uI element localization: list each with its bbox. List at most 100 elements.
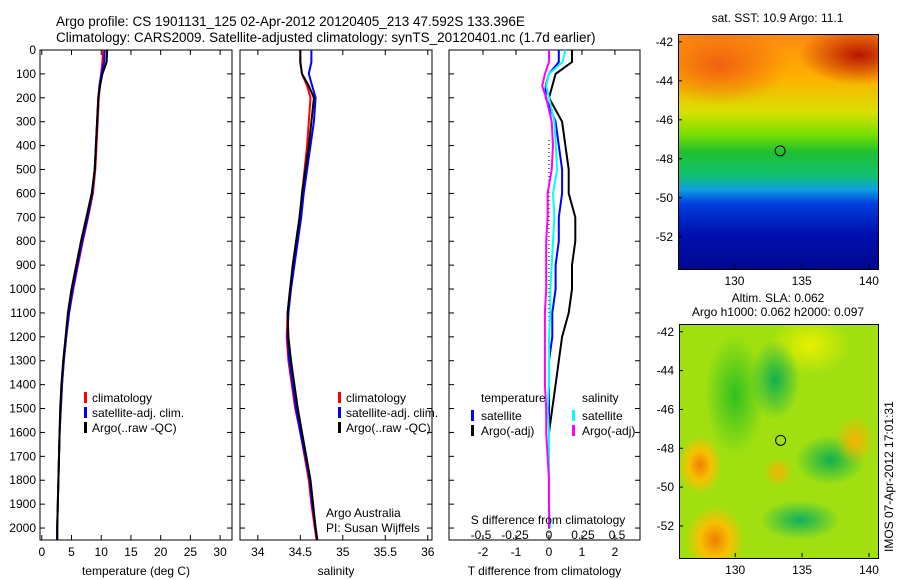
y-tick-label: 1500 [9, 402, 36, 416]
x-tick-label: 35.5 [374, 545, 398, 559]
s-tick-label: -0.25 [501, 528, 529, 542]
legend-label: satellite-adj. clim. [92, 406, 184, 420]
x-tick-label: 20 [154, 545, 168, 559]
map-y-tick-label: -46 [656, 113, 674, 127]
map-y-tick-label: -48 [657, 441, 675, 455]
y-tick-label: 500 [16, 163, 36, 177]
timestamp-footer: IMOS 07-Apr-2012 17:01:31 [882, 401, 896, 552]
legend-swatch [84, 422, 87, 433]
y-tick-label: 1000 [9, 282, 36, 296]
x-axis-label: temperature (deg C) [82, 564, 190, 578]
map-y-tick-label: -44 [657, 364, 675, 378]
y-tick-label: 1300 [9, 354, 36, 368]
s-tick-label: 0.5 [609, 528, 626, 542]
legend-swatch [338, 422, 341, 433]
x-tick-label: 35 [336, 545, 350, 559]
legend-label: climatology [92, 391, 152, 405]
legend-heading-temperature: temperature [481, 391, 546, 405]
y-tick-label: 1400 [9, 378, 36, 392]
x-axis-label: salinity [318, 564, 355, 578]
x-tick-label: -1 [511, 545, 522, 559]
panel-frame [39, 49, 233, 541]
x-tick-label: -2 [478, 545, 489, 559]
x-tick-label: 5 [68, 545, 75, 559]
legend-swatch [471, 425, 474, 436]
sst-map [678, 34, 879, 270]
legend-swatch [471, 410, 474, 421]
map-y-tick-label: -50 [657, 480, 675, 494]
y-tick-label: 100 [16, 67, 36, 81]
y-tick-label: 300 [16, 115, 36, 129]
y-tick-label: 1600 [9, 425, 36, 439]
s-tick-label: 0.25 [571, 528, 595, 542]
legend-label: satellite-adj. clim. [346, 406, 438, 420]
x-tick-label: 1 [579, 545, 586, 559]
y-tick-label: 1100 [10, 306, 36, 320]
x-tick-label: 36 [421, 545, 435, 559]
annotation: PI: Susan Wijffels [326, 521, 420, 535]
map-y-tick-label: -50 [656, 191, 674, 205]
map-y-tick-label: -42 [657, 325, 675, 339]
legend-swatch [84, 392, 87, 403]
y-tick-label: 1700 [9, 449, 36, 463]
y-tick-label: 1900 [9, 497, 36, 511]
legend-swatch [572, 410, 575, 421]
map-x-tick-label: 135 [792, 274, 812, 288]
legend-label: satellite [582, 409, 623, 423]
legend-swatch [338, 407, 341, 418]
map-y-tick-label: -44 [656, 74, 674, 88]
y-tick-label: 600 [16, 186, 36, 200]
y-tick-label: 0 [29, 43, 36, 57]
legend-swatch [572, 425, 575, 436]
legend-label: Argo(-adj) [481, 424, 534, 438]
series-line-s-argo-adj- [541, 50, 555, 528]
y-tick-label: 400 [16, 139, 36, 153]
x-tick-label: 10 [95, 545, 109, 559]
argo-location-marker [775, 434, 787, 446]
panel-frame [448, 49, 641, 541]
s-tick-label: 0 [546, 528, 553, 542]
map-title: sat. SST: 10.9 Argo: 11.1 [712, 11, 844, 25]
map-y-tick-label: -46 [657, 402, 675, 416]
map-x-tick-label: 140 [859, 563, 879, 577]
series-line-argo-raw-qc- [286, 50, 319, 541]
s-axis-label: S difference from climatology [471, 513, 626, 527]
map-x-tick-label: 130 [725, 563, 745, 577]
y-tick-label: 900 [16, 258, 36, 272]
map-subtitle: Argo h1000: 0.062 h2000: 0.097 [692, 305, 864, 319]
series-line-satellite-adj-clim- [286, 50, 319, 541]
map-x-tick-label: 130 [724, 274, 744, 288]
title-line-2: Climatology: CARS2009. Satellite-adjuste… [56, 30, 596, 45]
legend-swatch [338, 392, 341, 403]
panel-frame [239, 49, 433, 541]
x-tick-label: 15 [124, 545, 138, 559]
x-tick-label: 0 [546, 545, 553, 559]
title-line-1: Argo profile: CS 1901131_125 02-Apr-2012… [56, 14, 525, 29]
map-y-tick-label: -48 [656, 152, 674, 166]
y-tick-label: 700 [16, 210, 36, 224]
map-y-tick-label: -42 [656, 35, 674, 49]
series-line-s-satellite [545, 49, 567, 529]
legend-heading-salinity: salinity [582, 391, 619, 405]
y-tick-label: 1800 [9, 473, 36, 487]
x-tick-label: 34.5 [289, 545, 313, 559]
legend-label: Argo(..raw -QC) [92, 421, 177, 435]
map-y-tick-label: -52 [656, 230, 674, 244]
x-axis-label: T difference from climatology [468, 564, 622, 578]
legend-label: Argo(..raw -QC) [346, 421, 431, 435]
legend-swatch [84, 407, 87, 418]
legend-label: Argo(-adj) [582, 424, 635, 438]
map-x-tick-label: 140 [859, 274, 879, 288]
y-tick-label: 200 [16, 91, 36, 105]
series-line-argo-raw-qc- [56, 49, 109, 540]
legend-label: satellite [481, 409, 522, 423]
map-y-tick-label: -52 [657, 519, 675, 533]
map-title: Altim. SLA: 0.062 [732, 291, 825, 305]
y-tick-label: 2000 [9, 521, 36, 535]
x-tick-label: 34 [251, 545, 265, 559]
legend-label: climatology [346, 391, 406, 405]
s-tick-label: -0.5 [471, 528, 492, 542]
y-tick-label: 1200 [9, 330, 36, 344]
